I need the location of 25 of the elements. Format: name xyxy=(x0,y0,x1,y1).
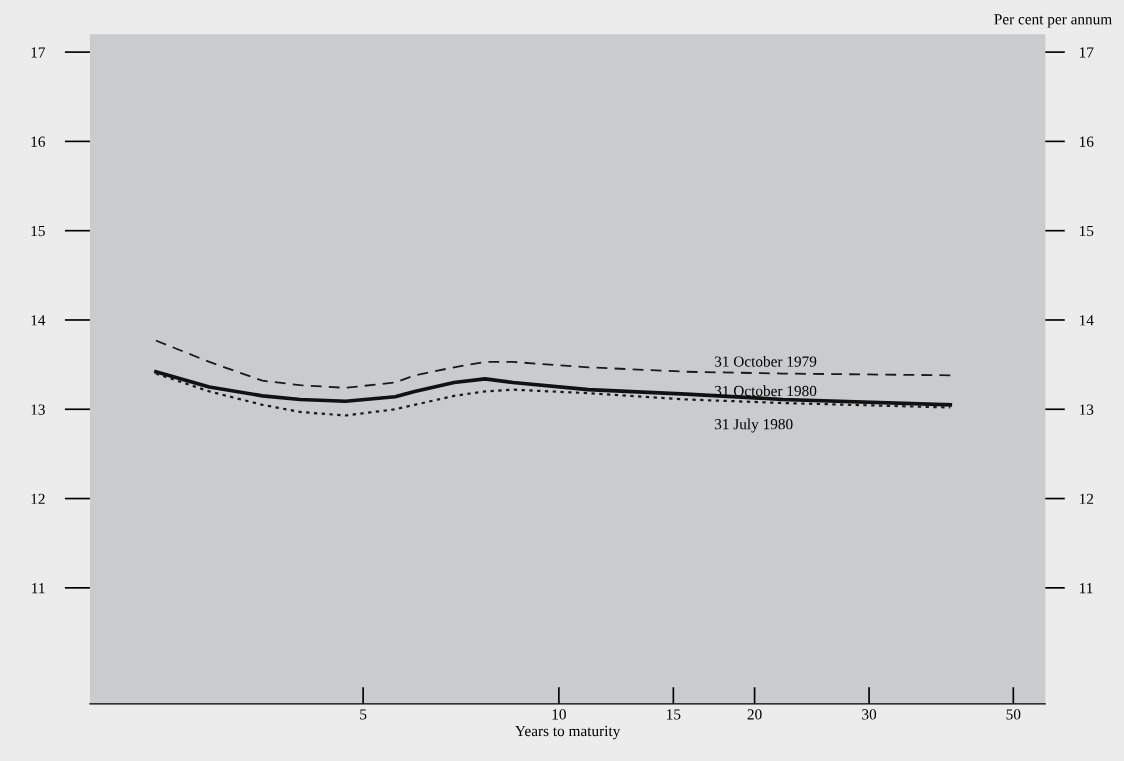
y2-tick-label: 16 xyxy=(1080,136,1094,147)
y-tick-label: 17 xyxy=(31,47,46,58)
x-tick-label: 15 xyxy=(667,709,681,720)
y-tick-label: 11 xyxy=(32,583,45,594)
y2-tick-label: 11 xyxy=(1080,583,1093,594)
y2-tick-label: 14 xyxy=(1080,315,1094,326)
x-axis-title: Years to maturity xyxy=(515,725,621,740)
y-tick-label: 12 xyxy=(31,493,45,504)
x-tick-label: 50 xyxy=(1006,709,1021,720)
y-tick-label: 13 xyxy=(31,404,45,415)
series-label: 31 October 1980 xyxy=(714,385,817,397)
y2-tick-label: 15 xyxy=(1080,225,1094,237)
x-tick-label: 20 xyxy=(747,709,762,720)
x-tick-label: 30 xyxy=(862,709,877,720)
x-tick-label: 5 xyxy=(360,709,367,720)
y2-tick-label: 13 xyxy=(1080,404,1094,415)
y-tick-label: 15 xyxy=(31,225,45,237)
series-label: 31 October 1979 xyxy=(714,355,817,367)
x-tick-label: 10 xyxy=(552,709,566,720)
y2-tick-label: 17 xyxy=(1080,47,1094,58)
y2-tick-label: 12 xyxy=(1080,493,1094,504)
y2-axis-title: Per cent per annum xyxy=(994,14,1112,28)
y-tick-label: 14 xyxy=(31,315,46,326)
y-tick-label: 16 xyxy=(31,136,46,147)
series-label: 31 July 1980 xyxy=(714,418,793,433)
